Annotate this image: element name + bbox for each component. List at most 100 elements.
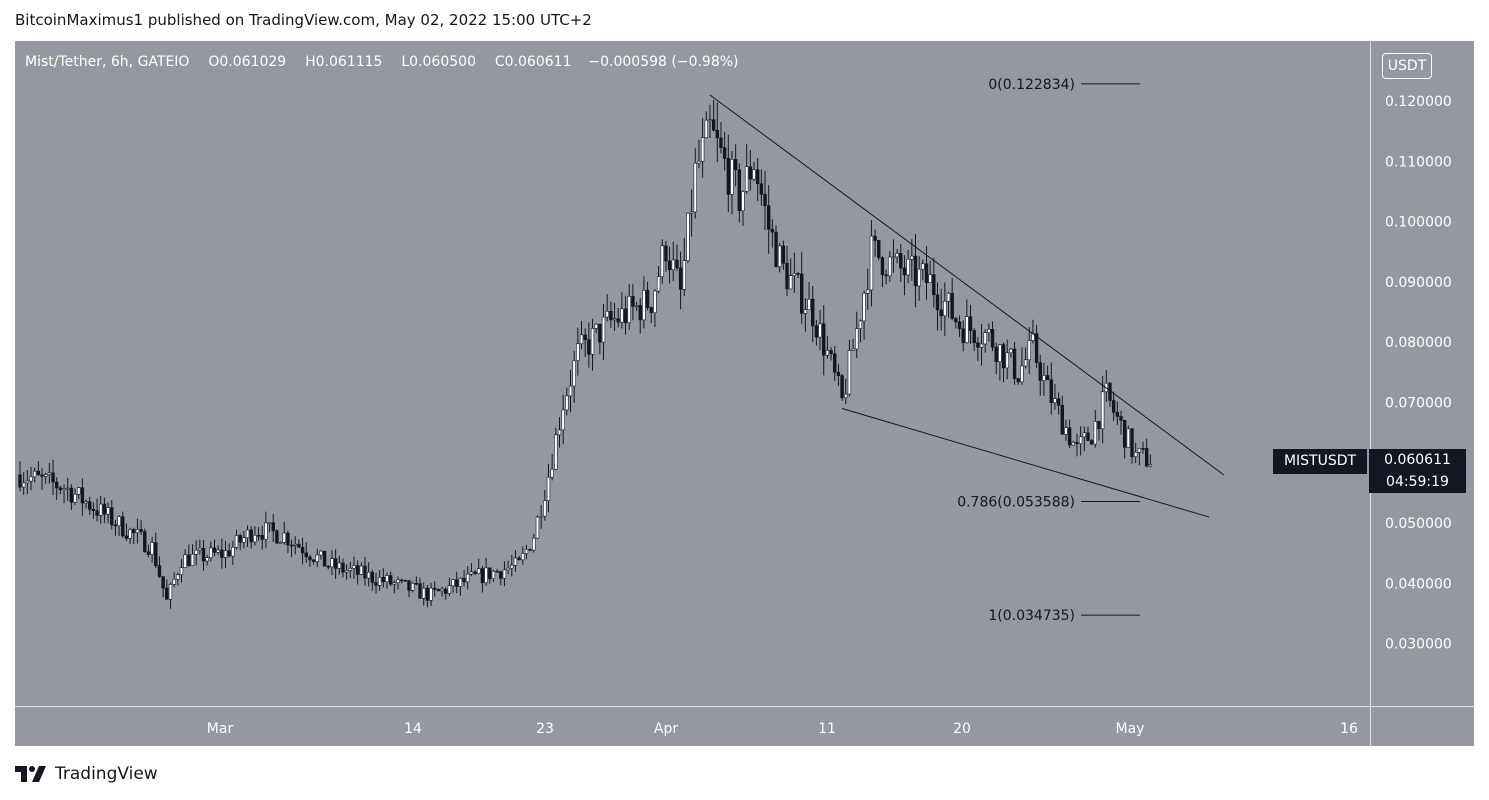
candle[interactable] [355, 560, 360, 585]
candle[interactable] [245, 525, 250, 547]
candle[interactable] [587, 322, 591, 368]
candle[interactable] [814, 319, 819, 346]
candle[interactable] [550, 453, 554, 481]
candle[interactable] [634, 301, 639, 311]
candle[interactable] [444, 586, 448, 600]
candle[interactable] [392, 580, 397, 594]
candle[interactable] [601, 303, 606, 360]
candle[interactable] [304, 542, 308, 563]
candle[interactable] [576, 327, 580, 376]
candle[interactable] [715, 102, 720, 163]
candle[interactable] [77, 486, 81, 500]
candle[interactable] [1111, 391, 1116, 422]
candle[interactable] [792, 252, 797, 294]
candle[interactable] [297, 539, 301, 548]
candle[interactable] [469, 563, 474, 577]
candle[interactable] [128, 527, 132, 544]
candle[interactable] [99, 495, 103, 524]
candle[interactable] [264, 511, 268, 548]
candle[interactable] [201, 540, 206, 571]
candle[interactable] [1034, 324, 1039, 368]
candle[interactable] [840, 373, 844, 401]
candle[interactable] [176, 572, 180, 586]
candle[interactable] [891, 239, 896, 273]
candle[interactable] [825, 336, 830, 359]
price-axis[interactable]: 0.120000 0.110000 0.100000 0.090000 0.080000… [1370, 41, 1475, 706]
candle[interactable] [979, 323, 984, 366]
candle[interactable] [414, 576, 419, 586]
candle[interactable] [693, 148, 697, 219]
candle[interactable] [906, 249, 910, 284]
candle[interactable] [730, 151, 734, 215]
candle[interactable] [950, 278, 954, 321]
candle[interactable] [1141, 441, 1145, 454]
candle[interactable] [620, 292, 624, 329]
candle[interactable] [381, 568, 386, 588]
candle[interactable] [532, 533, 536, 553]
candle[interactable] [187, 544, 191, 568]
candle[interactable] [455, 571, 459, 594]
candle[interactable] [484, 557, 488, 586]
candle[interactable] [1082, 426, 1087, 452]
candle[interactable] [488, 567, 492, 584]
candle[interactable] [902, 255, 907, 296]
candle[interactable] [403, 579, 408, 582]
candle[interactable] [774, 225, 778, 268]
candle[interactable] [150, 536, 154, 563]
candle[interactable] [1126, 425, 1131, 448]
candle[interactable] [1060, 395, 1064, 435]
candle[interactable] [1053, 383, 1057, 410]
candle[interactable] [271, 513, 275, 542]
candle[interactable] [179, 559, 184, 583]
candle[interactable] [220, 538, 224, 569]
candle[interactable] [572, 351, 576, 403]
candle[interactable] [1108, 381, 1112, 407]
candle[interactable] [855, 311, 859, 358]
candle[interactable] [1012, 342, 1017, 385]
candle[interactable] [95, 498, 99, 522]
candle[interactable] [1078, 426, 1083, 456]
candle[interactable] [466, 566, 470, 590]
candle[interactable] [139, 520, 143, 535]
candle[interactable] [943, 282, 947, 336]
candle[interactable] [612, 302, 617, 331]
candle[interactable] [554, 427, 558, 470]
candle[interactable] [1100, 376, 1105, 444]
candlestick-chart[interactable]: 0(0.122834) 0.786(0.053588) 1(0.034735) [15, 41, 1370, 706]
candle[interactable] [711, 100, 716, 132]
candle[interactable] [102, 497, 107, 524]
candle[interactable] [880, 256, 885, 288]
candle[interactable] [965, 299, 969, 344]
candle[interactable] [565, 387, 569, 416]
candle[interactable] [899, 244, 903, 282]
candle[interactable] [873, 229, 877, 257]
candle[interactable] [594, 323, 598, 334]
candle[interactable] [921, 259, 925, 281]
candle[interactable] [18, 461, 22, 492]
candle[interactable] [58, 485, 63, 495]
candle[interactable] [66, 477, 70, 501]
candle[interactable] [1086, 426, 1090, 442]
candle[interactable] [866, 268, 870, 311]
candle[interactable] [976, 337, 980, 362]
candle[interactable] [286, 530, 290, 554]
candle[interactable] [462, 569, 466, 587]
candle[interactable] [557, 417, 562, 448]
candle[interactable] [418, 577, 422, 599]
candle[interactable] [719, 122, 723, 154]
candle[interactable] [1122, 419, 1127, 459]
candle[interactable] [972, 328, 976, 352]
candle[interactable] [888, 251, 892, 282]
candle[interactable] [1049, 362, 1053, 415]
candle[interactable] [341, 558, 345, 578]
candle[interactable] [132, 527, 136, 544]
candle[interactable] [877, 240, 881, 261]
candle[interactable] [300, 537, 305, 565]
candle[interactable] [708, 104, 712, 139]
candle[interactable] [348, 561, 352, 579]
candle[interactable] [135, 518, 140, 544]
candle[interactable] [282, 521, 286, 545]
candle[interactable] [844, 378, 848, 404]
candle[interactable] [822, 305, 826, 376]
candle[interactable] [759, 169, 764, 206]
